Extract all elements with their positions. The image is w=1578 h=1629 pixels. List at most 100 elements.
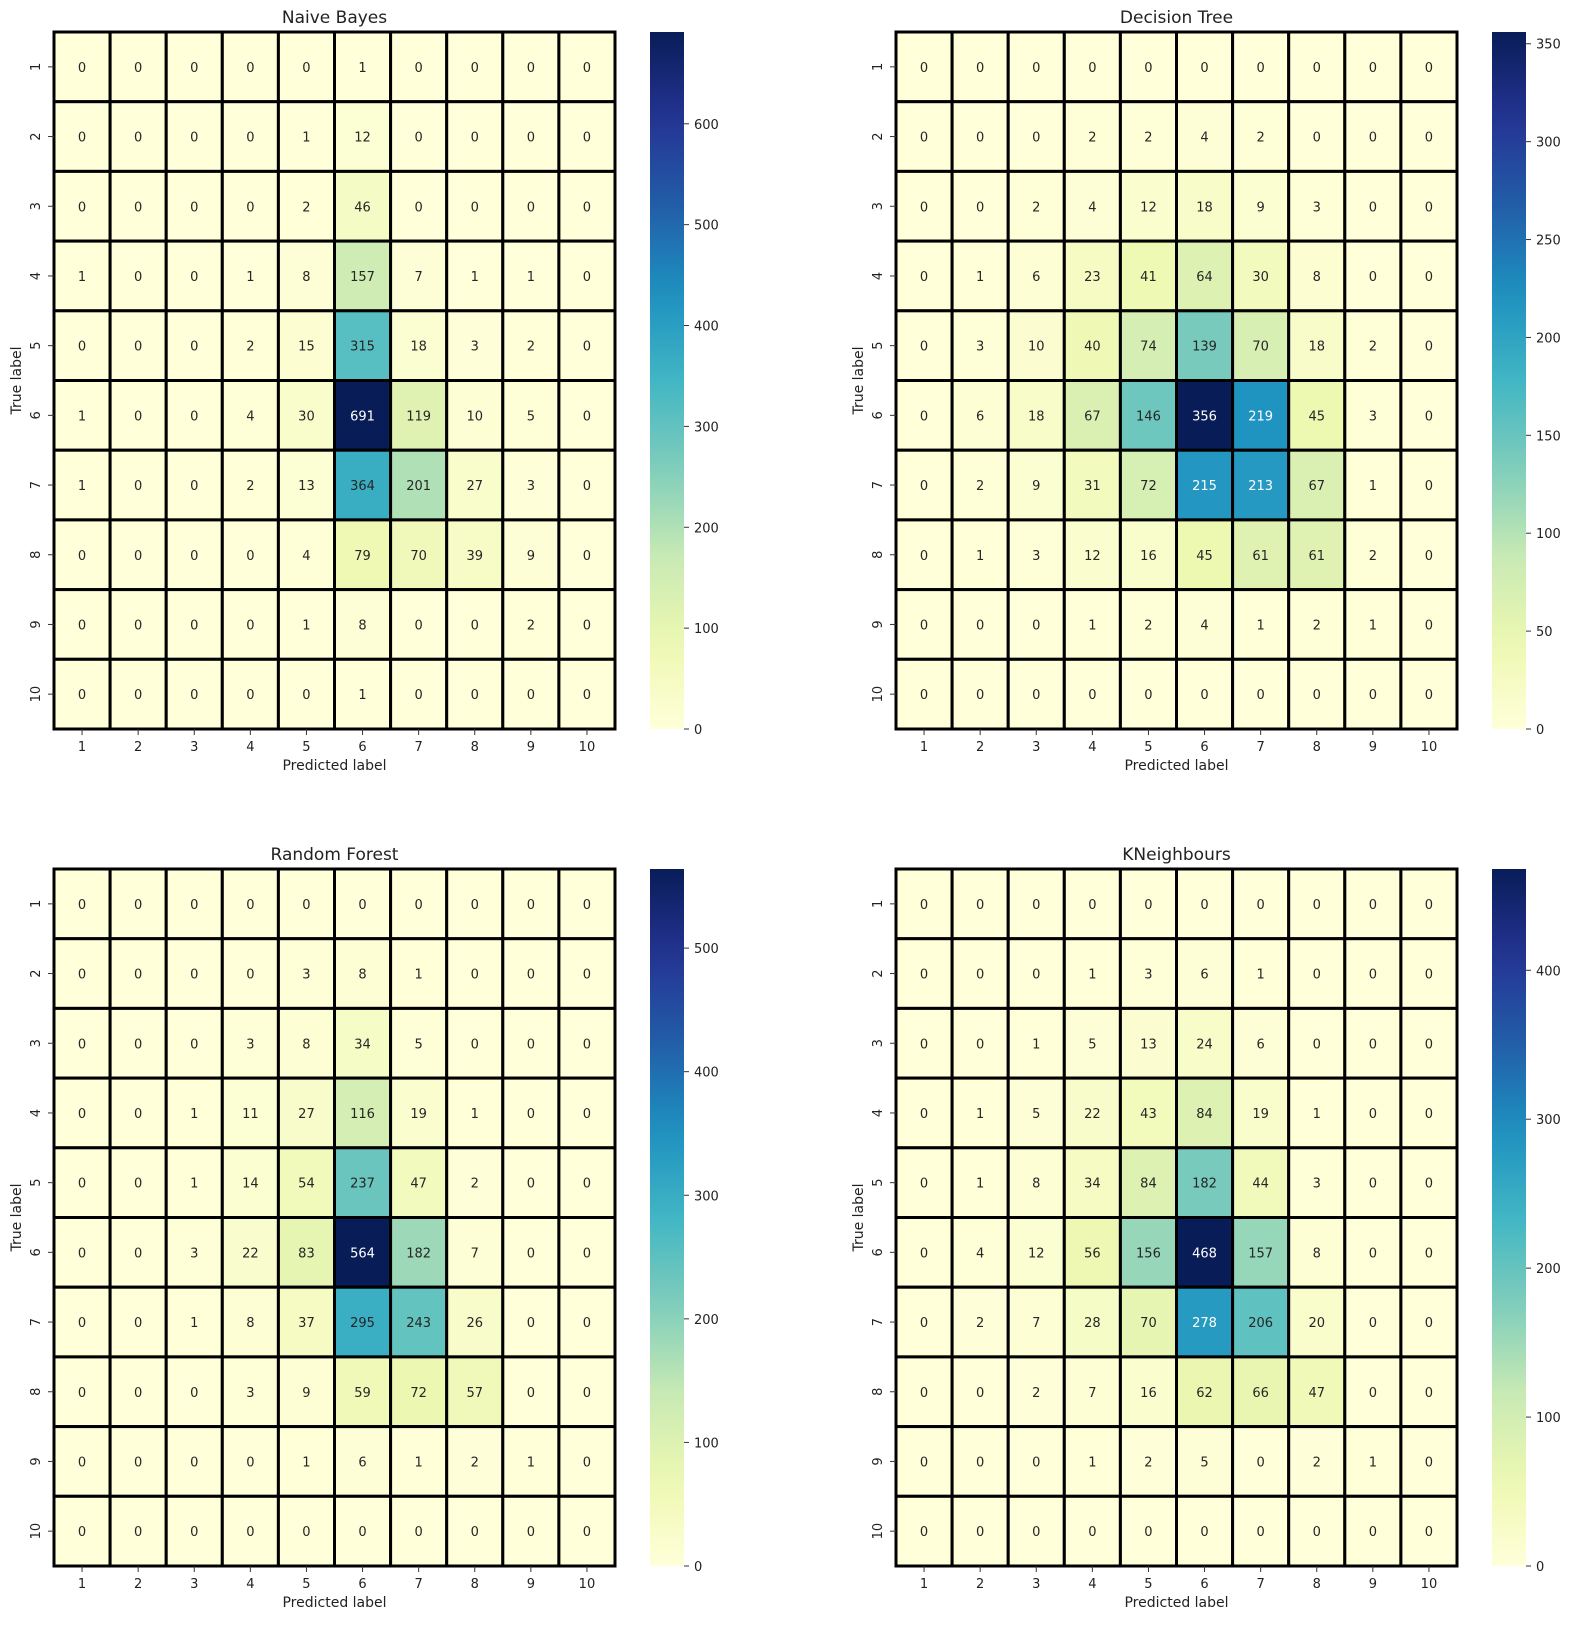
heatmap-cell	[1062, 937, 1122, 1010]
cell-value-label: 3	[527, 479, 535, 494]
cell-value-label: 0	[1425, 61, 1433, 76]
cell-value-label: 0	[976, 200, 984, 215]
cell-value-label: 61	[1308, 549, 1325, 564]
cell-value-label: 0	[1200, 898, 1208, 913]
heatmap-cell	[1343, 1355, 1403, 1429]
cell-value-label: 2	[302, 200, 310, 215]
colorbar-tick-label: 250	[1536, 234, 1561, 249]
heatmap-panel-2: 0 0 0 0 0 0 0 0 0 00 0 0 2 2 4 2 0 0 00 0 2 4 12 18 9 3 0 00 1 6 23 41 6…	[851, 8, 1561, 774]
x-tick-label: 5	[1144, 740, 1152, 755]
cell-value-label: 0	[1425, 1525, 1433, 1540]
heatmap-cell	[557, 1006, 617, 1080]
cell-value-label: 2	[471, 1455, 479, 1470]
cell-value-label: 1	[358, 61, 366, 76]
x-axis-label: Predicted label	[282, 758, 386, 774]
x-tick-label: 9	[527, 740, 535, 755]
x-tick-label: 10	[1421, 1577, 1438, 1592]
cell-value-label: 12	[1084, 549, 1101, 564]
cell-value-label: 0	[134, 549, 142, 564]
heatmap-cell	[164, 1285, 224, 1359]
heatmap-cell	[1287, 1425, 1347, 1498]
y-tick-label: 5	[871, 342, 886, 350]
heatmap-cell	[333, 239, 393, 313]
heatmap-cell	[220, 1216, 280, 1289]
heatmap-cell	[333, 657, 393, 731]
cell-value-label: 0	[134, 1246, 142, 1261]
y-tick-label: 6	[29, 1248, 44, 1256]
cell-value-label: 0	[415, 131, 423, 146]
heatmap-cell	[1006, 1425, 1066, 1498]
heatmap-cell	[108, 1355, 168, 1429]
heatmap-cell	[950, 1355, 1010, 1429]
y-tick-label: 9	[871, 620, 886, 628]
cell-value-label: 0	[527, 1037, 535, 1052]
heatmap-cell	[52, 1076, 112, 1150]
cell-value-label: 44	[1252, 1177, 1269, 1192]
cell-value-label: 3	[246, 1386, 254, 1401]
x-tick-label: 1	[78, 1577, 86, 1592]
colorbar-tick-label: 100	[1536, 527, 1561, 542]
heatmap-cell	[1118, 169, 1179, 243]
cell-value-label: 0	[1369, 1177, 1377, 1192]
cell-value-label: 0	[920, 1525, 928, 1540]
cell-value-label: 0	[583, 1455, 591, 1470]
cell-value-label: 39	[466, 549, 483, 564]
cell-value-label: 0	[471, 968, 479, 983]
heatmap-cell	[1231, 1425, 1291, 1498]
cell-value-label: 0	[415, 898, 423, 913]
cell-value-label: 26	[466, 1316, 483, 1331]
cell-value-label: 2	[246, 340, 254, 355]
cell-value-label: 1	[976, 1177, 984, 1192]
heatmap-cell	[276, 1285, 336, 1359]
heatmap-cell	[501, 379, 561, 452]
cell-value-label: 0	[134, 1316, 142, 1331]
cell-value-label: 0	[1369, 1316, 1377, 1331]
heatmap-cell	[1175, 1006, 1235, 1080]
heatmap-cell	[894, 1076, 954, 1150]
cell-value-label: 157	[350, 270, 375, 285]
cell-value-label: 0	[1200, 1525, 1208, 1540]
y-tick-label: 3	[871, 202, 886, 210]
heatmap-cell	[52, 1216, 112, 1289]
heatmap-cell	[950, 1285, 1010, 1359]
colorbar-tick-label: 600	[694, 118, 719, 133]
cell-value-label: 0	[78, 340, 86, 355]
cell-value-label: 0	[190, 618, 198, 633]
cell-value-label: 0	[190, 61, 198, 76]
cell-value-label: 0	[1088, 898, 1096, 913]
cell-value-label: 46	[354, 200, 371, 215]
cell-value-label: 0	[920, 340, 928, 355]
heatmap-cell	[1231, 309, 1291, 382]
cell-value-label: 0	[78, 549, 86, 564]
heatmap-cell	[1399, 1494, 1459, 1568]
colorbar-tick-label: 0	[1536, 723, 1544, 738]
cell-value-label: 0	[527, 898, 535, 913]
x-tick-label: 7	[1257, 740, 1265, 755]
colorbar	[1492, 869, 1526, 1566]
cell-value-label: 5	[1032, 1107, 1040, 1122]
cell-value-label: 16	[1140, 1386, 1157, 1401]
cell-value-label: 0	[920, 968, 928, 983]
cell-value-label: 0	[246, 618, 254, 633]
heatmap-panel-3: 0 0 0 0 0 0 0 0 0 00 0 0 0 3 8 1 0 0 00 0 0 3 8 34 5 0 0 00 0 1 11 27 11…	[9, 845, 719, 1611]
x-tick-label: 1	[78, 740, 86, 755]
cell-value-label: 0	[134, 409, 142, 424]
cell-value-label: 0	[1425, 479, 1433, 494]
heatmap-cell	[950, 518, 1010, 592]
cell-value-label: 0	[1425, 549, 1433, 564]
heatmap-cell	[1343, 1494, 1403, 1568]
cell-value-label: 0	[134, 1037, 142, 1052]
heatmap-cell	[501, 657, 561, 731]
cell-value-label: 47	[1308, 1386, 1325, 1401]
cell-value-label: 0	[583, 200, 591, 215]
colorbar-tick-label: 50	[1536, 625, 1553, 640]
cell-value-label: 0	[1313, 61, 1321, 76]
cell-value-label: 3	[1313, 1177, 1321, 1192]
cell-value-label: 1	[1313, 1107, 1321, 1122]
heatmap-cell	[1118, 100, 1179, 173]
heatmap-cell	[1118, 1146, 1179, 1220]
cell-value-label: 0	[920, 200, 928, 215]
cell-value-label: 45	[1196, 549, 1213, 564]
heatmap-panel-1: 0 0 0 0 0 1 0 0 0 00 0 0 0 1 12 0 0 0 00 0 0 0 2 46 0 0 0 01 0 0 1 8 157…	[9, 8, 719, 774]
x-tick-label: 8	[1313, 740, 1321, 755]
